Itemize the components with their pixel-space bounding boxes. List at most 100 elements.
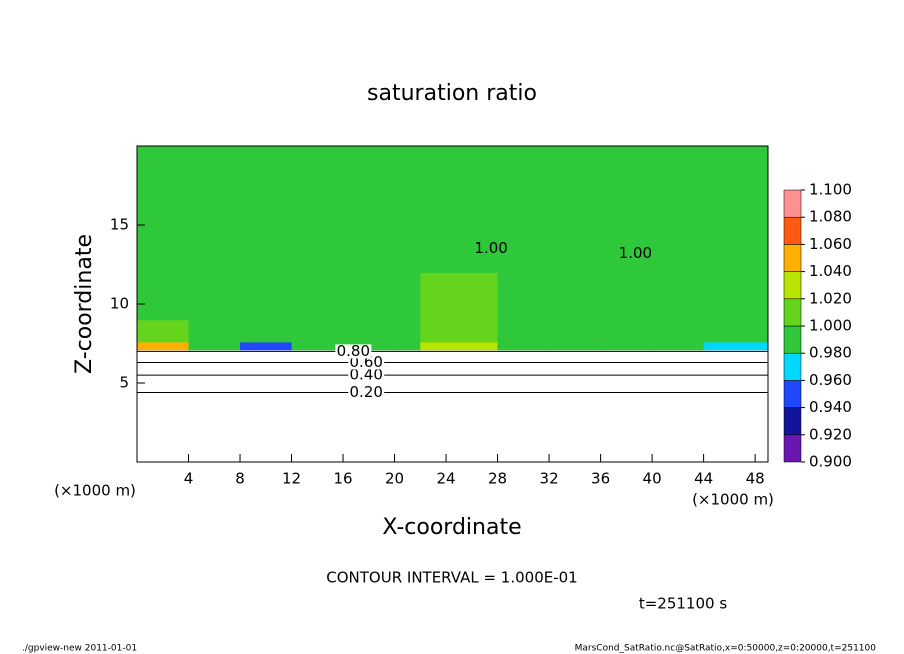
field-cell — [343, 146, 396, 273]
x-tick-label: 20 — [385, 470, 404, 488]
colorbar-band — [783, 380, 802, 408]
field-cell — [652, 319, 705, 343]
field-cell — [394, 319, 421, 343]
field-cell — [703, 341, 769, 351]
colorbar-band — [783, 271, 802, 300]
field-cell — [188, 272, 241, 321]
field-cell — [549, 319, 602, 343]
field-cell — [549, 272, 602, 321]
x-tick-label: 48 — [746, 470, 765, 488]
field-cell — [137, 349, 190, 463]
field-cell — [652, 146, 705, 273]
field-cell — [240, 319, 293, 343]
contour-label: 0.80 — [337, 342, 370, 360]
y-unit: (×1000 m) — [54, 482, 136, 500]
field-cell — [240, 146, 293, 273]
colorbar-tick-label: 1.060 — [809, 235, 852, 253]
field-cell — [240, 272, 293, 321]
field-cell — [394, 272, 421, 321]
colorbar-band — [783, 298, 802, 327]
field-cell — [549, 349, 602, 463]
y-axis-title: Z-coordinate — [72, 234, 97, 374]
colorbar-band — [783, 244, 802, 272]
field-cell — [291, 146, 344, 273]
x-tick-label: 28 — [488, 470, 507, 488]
x-tick-label: 16 — [333, 470, 352, 488]
footer-left: ./gpview-new 2011-01-01 — [22, 644, 137, 654]
field-cell — [343, 272, 396, 321]
contour-label: 0.40 — [350, 366, 383, 384]
x-tick-label: 32 — [540, 470, 559, 488]
field-cell — [600, 272, 653, 321]
y-tick-label: 5 — [119, 374, 129, 392]
field-cell — [188, 349, 241, 463]
x-axis-title: X-coordinate — [382, 515, 521, 540]
colorbar-tick-label: 1.100 — [809, 181, 852, 199]
field-cell — [703, 319, 769, 343]
contour-label-bg — [473, 241, 510, 256]
chart-title: saturation ratio — [367, 81, 537, 106]
contour-label-bg — [348, 385, 385, 400]
colorbar-tick-label: 1.040 — [809, 262, 852, 280]
field-cell — [137, 319, 190, 343]
field-cell — [652, 272, 705, 321]
field-cell — [394, 146, 421, 273]
contour-label-bg — [617, 246, 654, 261]
field-cell — [703, 272, 769, 321]
field-cell — [600, 349, 653, 463]
colorbar-band — [783, 189, 802, 218]
field-cell — [549, 341, 602, 351]
colorbar-tick-label: 0.920 — [809, 425, 852, 443]
footer-right: MarsCond_SatRatio.nc@SatRatio,x=0:50000,… — [575, 644, 877, 654]
field-cell — [420, 341, 499, 351]
colorbar-tick-label: 1.020 — [809, 289, 852, 307]
y-tick-label: 10 — [110, 295, 129, 313]
colorbar-tick-label: 0.900 — [809, 453, 852, 471]
x-tick-label: 40 — [643, 470, 662, 488]
field-cell — [188, 319, 241, 343]
x-unit: (×1000 m) — [692, 491, 774, 509]
x-tick-label: 24 — [437, 470, 456, 488]
colorbar-tick-label: 0.940 — [809, 398, 852, 416]
field-cell — [600, 341, 653, 351]
field-cell — [703, 349, 769, 463]
field-cell — [703, 146, 769, 273]
x-tick-label: 12 — [282, 470, 301, 488]
field-cell — [652, 341, 705, 351]
field-cell — [291, 341, 344, 351]
colorbar-band — [783, 352, 802, 381]
field-cell — [652, 349, 705, 463]
field-cell — [240, 349, 293, 463]
colorbar-tick-label: 1.080 — [809, 208, 852, 226]
field-cell — [497, 341, 550, 351]
colorbar-band — [783, 407, 802, 436]
x-tick-label: 8 — [235, 470, 245, 488]
field-cell — [420, 319, 499, 343]
field-cell — [420, 272, 499, 321]
field-cell — [137, 272, 190, 321]
field-cell — [137, 146, 190, 273]
colorbar-band — [783, 216, 802, 245]
field-cell — [549, 146, 602, 273]
field-cell — [497, 319, 550, 343]
colorbar-tick-label: 0.960 — [809, 371, 852, 389]
contour-label-bg — [348, 368, 385, 383]
field-cell — [291, 349, 344, 463]
field-cell — [240, 341, 293, 351]
field-cell — [137, 341, 190, 351]
field-cell — [600, 319, 653, 343]
colorbar-tick-label: 1.000 — [809, 317, 852, 335]
field-cell — [394, 341, 421, 351]
field-cell — [497, 272, 550, 321]
x-tick-label: 4 — [184, 470, 194, 488]
field-cell — [497, 349, 550, 463]
x-tick-label: 36 — [591, 470, 610, 488]
field-cell — [188, 341, 241, 351]
field-cell — [420, 349, 499, 463]
contour-label: 1.00 — [474, 239, 507, 257]
field-cell — [343, 319, 396, 343]
contour-label: 0.20 — [350, 383, 383, 401]
field-cell — [291, 319, 344, 343]
x-tick-label: 44 — [694, 470, 713, 488]
time-label: t=251100 s — [639, 595, 727, 613]
